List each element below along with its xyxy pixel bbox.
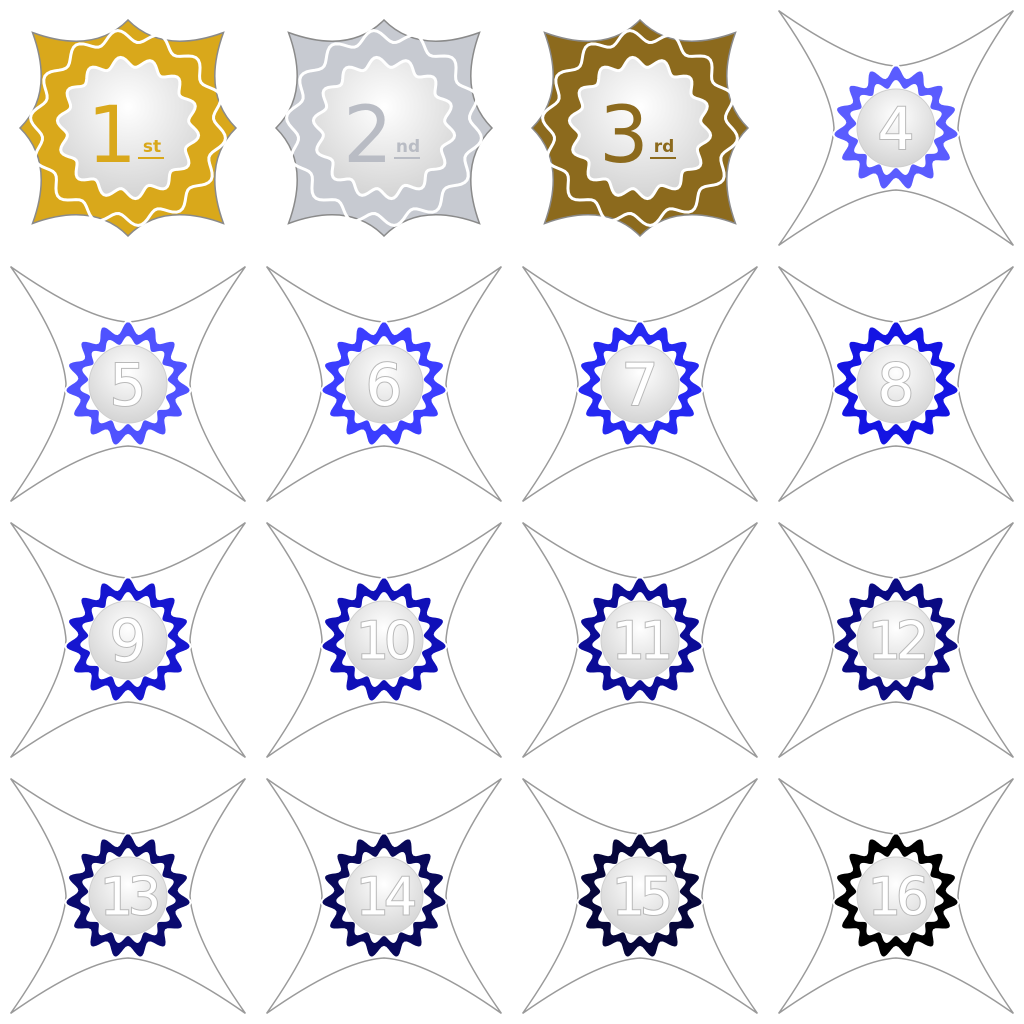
rank-number: 3 xyxy=(599,91,649,181)
badge-5: 5 xyxy=(0,256,256,512)
badge-14-icon: 14 xyxy=(265,777,503,1015)
badge-11-icon: 11 xyxy=(521,521,759,759)
rank-number: 13 xyxy=(100,868,157,928)
rank-suffix: nd xyxy=(396,137,420,157)
badge-1-icon: 1 st xyxy=(18,18,238,238)
badge-13: 13 xyxy=(0,768,256,1024)
rank-number: 7 xyxy=(622,351,659,419)
badge-15: 15 xyxy=(512,768,768,1024)
rank-number: 9 xyxy=(110,607,147,675)
rank-number: 6 xyxy=(366,351,403,419)
rank-number: 14 xyxy=(356,868,415,928)
badge-10: 10 xyxy=(256,512,512,768)
rank-suffix: st xyxy=(143,137,161,157)
badge-12-icon: 12 xyxy=(777,521,1015,759)
badge-7-icon: 7 xyxy=(521,265,759,503)
badge-4-icon: 4 xyxy=(777,9,1015,247)
badge-11: 11 xyxy=(512,512,768,768)
badge-8-icon: 8 xyxy=(777,265,1015,503)
rank-number: 10 xyxy=(356,612,414,672)
badge-10-icon: 10 xyxy=(265,521,503,759)
badge-6-icon: 6 xyxy=(265,265,503,503)
badge-5-icon: 5 xyxy=(9,265,247,503)
badge-1: 1 st xyxy=(0,0,256,256)
badge-14: 14 xyxy=(256,768,512,1024)
rank-number: 5 xyxy=(110,351,147,419)
badge-9-icon: 9 xyxy=(9,521,247,759)
badge-12: 12 xyxy=(768,512,1024,768)
rank-number: 1 xyxy=(87,91,137,181)
badge-9: 9 xyxy=(0,512,256,768)
rank-number: 12 xyxy=(868,612,924,672)
rank-suffix: rd xyxy=(654,137,675,157)
rank-number: 15 xyxy=(612,868,669,928)
badge-13-icon: 13 xyxy=(9,777,247,1015)
rank-number: 2 xyxy=(343,91,393,181)
badge-7: 7 xyxy=(512,256,768,512)
badge-15-icon: 15 xyxy=(521,777,759,1015)
rank-number: 8 xyxy=(878,351,915,419)
badge-4: 4 xyxy=(768,0,1024,256)
rank-number: 11 xyxy=(612,612,669,672)
badge-16-icon: 16 xyxy=(777,777,1015,1015)
badge-8: 8 xyxy=(768,256,1024,512)
badge-16: 16 xyxy=(768,768,1024,1024)
rank-number: 16 xyxy=(868,868,926,928)
rank-number: 4 xyxy=(878,95,915,163)
badge-6: 6 xyxy=(256,256,512,512)
